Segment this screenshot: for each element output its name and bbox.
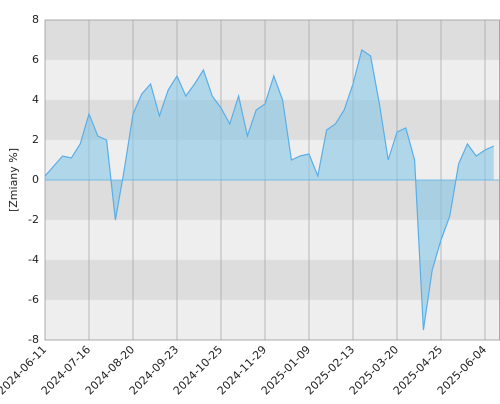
y-tick-label: -6 xyxy=(28,293,39,306)
grid-band xyxy=(45,20,500,60)
y-tick-label: 4 xyxy=(32,93,39,106)
y-tick-label: -4 xyxy=(28,253,39,266)
y-tick-label: 2 xyxy=(32,133,39,146)
area-line xyxy=(44,49,495,331)
y-tick-label: 8 xyxy=(32,13,39,26)
y-tick-label: 6 xyxy=(32,53,39,66)
y-tick-label: -8 xyxy=(28,333,39,346)
y-axis-label: [Zmiany %] xyxy=(7,148,20,212)
y-tick-label: 0 xyxy=(32,173,39,186)
y-tick-label: -2 xyxy=(28,213,39,226)
